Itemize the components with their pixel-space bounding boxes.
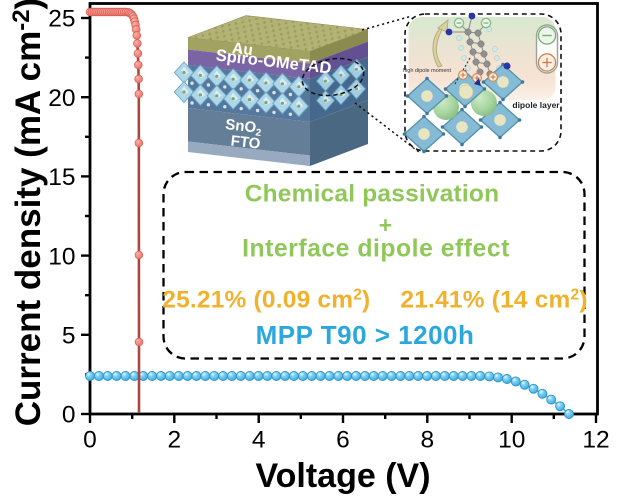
svg-text:6: 6 xyxy=(336,427,350,454)
svg-text:Chemical passivation: Chemical passivation xyxy=(245,181,500,208)
svg-text:+: + xyxy=(379,212,392,238)
svg-text:5: 5 xyxy=(62,323,76,350)
svg-text:Au: Au xyxy=(231,40,253,59)
svg-text:0: 0 xyxy=(83,427,97,454)
svg-text:dipole layer: dipole layer xyxy=(512,100,560,110)
svg-text:FTO: FTO xyxy=(230,132,262,152)
svg-text:10: 10 xyxy=(498,427,525,454)
svg-text:0: 0 xyxy=(62,402,76,429)
svg-text:2: 2 xyxy=(167,427,181,454)
svg-text:4: 4 xyxy=(252,427,266,454)
svg-text:25: 25 xyxy=(48,6,75,33)
svg-text:15: 15 xyxy=(48,164,75,191)
svg-text:Interface dipole effect: Interface dipole effect xyxy=(242,236,510,263)
svg-text:20: 20 xyxy=(48,85,75,112)
svg-text:10: 10 xyxy=(48,243,75,270)
svg-text:Current density (mA cm-2): Current density (mA cm-2) xyxy=(8,0,48,426)
svg-text:high dipole moment: high dipole moment xyxy=(403,68,451,74)
svg-text:SnO2: SnO2 xyxy=(224,116,263,139)
svg-text:MPP T90 > 1200h: MPP T90 > 1200h xyxy=(256,320,475,350)
svg-text:Voltage (V): Voltage (V) xyxy=(255,457,430,495)
svg-text:25.21% (0.09 cm2)21.41% (14 cm: 25.21% (0.09 cm2) 21.41% (14 cm2) xyxy=(162,287,587,314)
svg-text:8: 8 xyxy=(420,427,434,454)
svg-text:12: 12 xyxy=(582,427,609,454)
